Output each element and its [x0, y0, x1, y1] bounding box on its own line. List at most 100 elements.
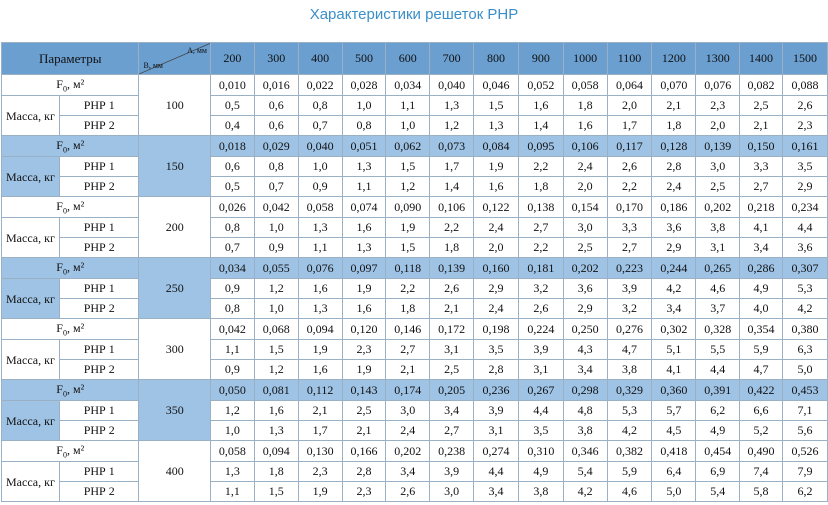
f0-cell: 0,265	[695, 257, 741, 279]
b-value: 400	[138, 440, 211, 502]
rnr2-cell: 1,0	[210, 420, 255, 441]
rnr1-cell: 4,4	[517, 400, 564, 421]
f0-cell: 0,118	[385, 257, 431, 279]
rnr1-cell: 1,3	[429, 95, 475, 116]
rnr1-cell: 1,6	[253, 400, 299, 421]
f0-cell: 0,172	[429, 318, 475, 340]
rnr1-cell: 4,6	[695, 278, 741, 299]
rnr1-cell: 3,4	[429, 400, 475, 421]
rnr1-cell: 1,0	[297, 156, 343, 177]
f0-cell: 0,202	[562, 257, 608, 279]
rnr2-cell: 1,3	[341, 237, 387, 258]
rnr2-cell: 1,8	[385, 298, 431, 319]
f0-cell: 0,453	[781, 379, 828, 401]
f0-cell: 0,034	[385, 74, 431, 96]
f0-cell: 0,058	[297, 196, 343, 218]
f0-cell: 0,236	[473, 379, 519, 401]
rnr1-cell: 2,6	[429, 278, 475, 299]
f0-cell: 0,166	[341, 440, 387, 462]
rnr2-label: РНР 2	[58, 237, 140, 258]
rnr2-cell: 4,0	[739, 298, 783, 319]
rnr2-label: РНР 2	[58, 359, 140, 380]
b-axis-label: В, мм	[143, 61, 163, 70]
page-title: Характеристики решеток РНР	[309, 6, 519, 23]
a-value-header: 1300	[695, 42, 741, 75]
rnr2-cell: 1,3	[297, 298, 343, 319]
f0-cell: 0,016	[253, 74, 299, 96]
f0-cell: 0,138	[517, 196, 564, 218]
f0-cell: 0,088	[781, 74, 828, 96]
f0-cell: 0,120	[341, 318, 387, 340]
rnr1-cell: 2,1	[651, 95, 697, 116]
f0-cell: 0,073	[429, 135, 475, 157]
f0-cell: 0,161	[781, 135, 828, 157]
group-b-300: F0, м² 300 0,042 0,068 0,094 0,120 0,146 0,172 0…	[0, 318, 828, 380]
rnr1-cell: 2,8	[651, 156, 697, 177]
rnr2-cell: 2,2	[517, 237, 564, 258]
f0-cell: 0,058	[562, 74, 608, 96]
rnr1-cell: 1,8	[253, 461, 299, 482]
a-value-header: 200	[210, 42, 255, 75]
b-value: 350	[138, 379, 211, 441]
rnr1-cell: 5,3	[781, 278, 828, 299]
f0-cell: 0,022	[297, 74, 343, 96]
rnr2-cell: 0,7	[297, 115, 343, 136]
group-b-200: F0, м² 200 0,026 0,042 0,058 0,074 0,090 0,106 0…	[0, 196, 828, 258]
b-value: 250	[138, 257, 211, 319]
f0-cell: 0,302	[651, 318, 697, 340]
a-axis-label: А, мм	[187, 46, 207, 55]
f0-cell: 0,040	[297, 135, 343, 157]
rnr1-cell: 3,4	[385, 461, 431, 482]
rnr1-cell: 1,5	[385, 156, 431, 177]
rnr2-cell: 0,7	[210, 237, 255, 258]
rnr2-cell: 3,1	[695, 237, 741, 258]
rnr2-cell: 1,4	[517, 115, 564, 136]
rnr2-cell: 3,4	[739, 237, 783, 258]
rnr1-cell: 3,6	[651, 217, 697, 238]
rnr2-cell: 1,6	[341, 298, 387, 319]
rnr2-cell: 0,9	[253, 237, 299, 258]
rnr1-cell: 4,9	[517, 461, 564, 482]
rnr1-cell: 1,6	[297, 278, 343, 299]
rnr1-cell: 1,1	[210, 339, 255, 360]
rnr2-cell: 2,6	[517, 298, 564, 319]
rnr1-cell: 1,9	[297, 339, 343, 360]
f0-cell: 0,094	[253, 440, 299, 462]
f0-label: F0, м²	[0, 440, 140, 462]
rnr1-cell: 1,3	[210, 461, 255, 482]
f0-cell: 0,174	[385, 379, 431, 401]
a-value-header: 1200	[651, 42, 697, 75]
rnr1-cell: 0,6	[210, 156, 255, 177]
rnr2-cell: 2,0	[473, 237, 519, 258]
f0-cell: 0,391	[695, 379, 741, 401]
f0-row: F0, м² 200 0,026 0,042 0,058 0,074 0,090 0,106 0…	[0, 196, 828, 258]
rnr1-cell: 1,8	[562, 95, 608, 116]
f0-cell: 0,223	[606, 257, 653, 279]
f0-cell: 0,139	[429, 257, 475, 279]
rnr1-label: РНР 1	[58, 95, 140, 116]
rnr1-cell: 3,6	[562, 278, 608, 299]
mass-label: Масса, кг	[1, 156, 60, 197]
rnr1-cell: 3,9	[429, 461, 475, 482]
rnr1-cell: 2,2	[517, 156, 564, 177]
mass-label: Масса, кг	[1, 400, 60, 441]
mass-label: Масса, кг	[1, 217, 60, 258]
rnr2-cell: 0,9	[210, 359, 255, 380]
rnr2-cell: 4,2	[781, 298, 828, 319]
header-row: Параметры А, мм В, мм 200 300 400 500 600 700…	[0, 42, 828, 75]
rnr2-cell: 2,3	[341, 481, 387, 502]
rnr2-label: РНР 2	[58, 176, 140, 197]
f0-cell: 0,238	[429, 440, 475, 462]
f0-cell: 0,146	[385, 318, 431, 340]
rnr1-cell: 0,5	[210, 95, 255, 116]
f0-cell: 0,042	[253, 196, 299, 218]
rnr1-row: Масса, кг РНР 1 1,2 1,6 2,1 2,5 3,0 3,4 3,9 4,4 4,…	[1, 400, 828, 441]
f0-cell: 0,058	[210, 440, 255, 462]
rnr2-cell: 2,1	[739, 115, 783, 136]
f0-cell: 0,380	[781, 318, 828, 340]
rnr2-cell: 4,2	[562, 481, 608, 502]
rnr2-cell: 3,1	[517, 359, 564, 380]
rnr2-cell: 6,2	[781, 481, 828, 502]
rnr2-cell: 2,0	[695, 115, 741, 136]
rnr1-cell: 2,2	[385, 278, 431, 299]
